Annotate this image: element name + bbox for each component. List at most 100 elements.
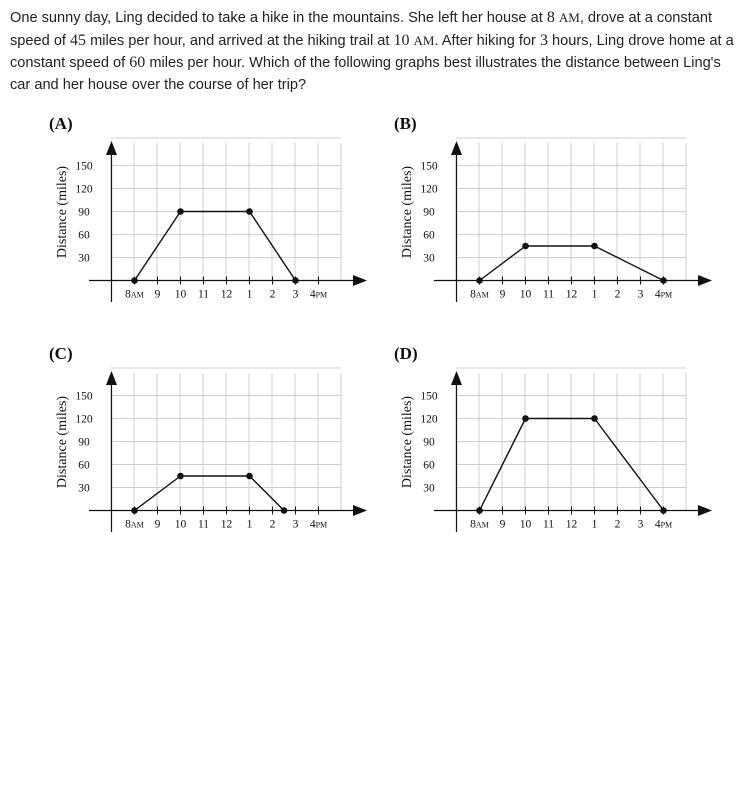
x-tick-label: 4PM [310, 519, 327, 531]
x-tick-label: 1 [592, 519, 598, 531]
question-text: One sunny day, Ling decided to take a hi… [10, 7, 738, 96]
y-axis-arrow [451, 141, 462, 155]
panel-label: (B) [394, 114, 417, 133]
question-number: 8 [546, 9, 555, 26]
y-tick-label: 90 [423, 207, 435, 219]
x-tick-label: 11 [198, 289, 209, 301]
x-tick-label: 2 [270, 289, 276, 301]
y-axis-title: Distance (miles) [400, 166, 415, 258]
data-point [476, 507, 483, 514]
question-number: 60 [129, 54, 146, 71]
x-tick-label: 9 [155, 289, 161, 301]
question-text-part: . After hiking for [434, 32, 540, 49]
y-tick-label: 120 [75, 414, 93, 426]
series-line-segment [594, 245, 664, 282]
data-point [246, 472, 253, 480]
y-tick-label: 30 [78, 253, 90, 265]
x-tick-label: 2 [615, 289, 621, 301]
data-point [522, 415, 529, 422]
x-tick-label: 10 [175, 289, 187, 301]
y-tick-label: 120 [420, 414, 438, 426]
x-tick-label: 1 [247, 289, 253, 301]
series-line-segment [249, 475, 285, 511]
x-axis-arrow [353, 505, 367, 516]
data-point [522, 242, 529, 250]
x-tick-label: 12 [566, 289, 578, 301]
graph-panel-d[interactable]: 8AM 9 10 11 12 1 2 3 4PM 30 60 90 120 150 (D) Distance … [390, 340, 712, 540]
data-point [660, 277, 667, 284]
data-point [292, 277, 299, 284]
x-tick-label: 3 [293, 519, 299, 531]
x-tick-label: 4PM [310, 289, 327, 301]
x-tick-label: 9 [500, 289, 506, 301]
question-text-part: hours, Ling drove home at a constant spe… [10, 32, 734, 72]
y-tick-label: 30 [423, 483, 435, 495]
panel-label: (D) [394, 344, 418, 363]
y-tick-label: 60 [78, 460, 90, 472]
gridlines [110, 367, 342, 511]
graph-panel-b[interactable]: 8AM 9 10 11 12 1 2 3 4PM 30 60 90 120 150 (B) Distance … [390, 110, 712, 310]
gridlines [455, 137, 687, 281]
x-tick-label: 4PM [655, 519, 672, 531]
x-tick-label: 2 [615, 519, 621, 531]
series-line-segment [479, 245, 526, 282]
series-line-segment [593, 418, 665, 511]
y-axis-arrow [106, 371, 117, 385]
y-axis-title: Distance (miles) [55, 396, 70, 488]
x-tick-label: 1 [247, 519, 253, 531]
question-number: 45 [70, 31, 87, 49]
question-number: 3 [539, 31, 548, 49]
y-tick-label: 150 [75, 391, 93, 403]
panel-label: (C) [49, 344, 73, 363]
x-axis-arrow [353, 275, 367, 286]
x-tick-label: 3 [638, 519, 644, 531]
question-unit: AM [558, 10, 580, 25]
question-number: 10 [393, 31, 410, 49]
x-tick-label: 8AM [470, 289, 489, 301]
x-tick-label: 11 [543, 289, 554, 301]
data-point [177, 472, 184, 480]
y-tick-label: 90 [78, 207, 90, 219]
x-tick-label: 8AM [125, 289, 144, 301]
panel-label: (A) [49, 114, 73, 133]
question-text-part: One sunny day, Ling decided to take a hi… [10, 10, 547, 26]
question-text-part: miles per hour. Which of the following g… [10, 55, 721, 93]
y-axis-arrow [451, 371, 462, 385]
series-line-segment [134, 475, 181, 512]
y-tick-label: 30 [78, 483, 90, 495]
data-point [660, 507, 667, 514]
y-axis-title: Distance (miles) [55, 166, 70, 258]
y-tick-label: 120 [420, 184, 438, 196]
graph-panel-a[interactable]: 8AM 9 10 11 12 1 2 3 4PM 30 60 90 120 150 (A) Distance … [45, 110, 367, 310]
data-point [591, 242, 598, 250]
y-axis-arrow [106, 141, 117, 155]
y-tick-label: 150 [420, 391, 438, 403]
x-tick-label: 11 [198, 519, 209, 531]
question-unit: AM [413, 32, 435, 48]
chart-svg: 8AM 9 10 11 12 1 2 3 4PM306090120150(A)Distance … [49, 114, 367, 302]
x-tick-label: 1 [592, 289, 598, 301]
x-tick-label: 3 [293, 289, 299, 301]
data-point [591, 415, 598, 422]
y-tick-label: 60 [423, 230, 435, 242]
y-tick-label: 120 [75, 184, 93, 196]
x-tick-label: 3 [638, 289, 644, 301]
series-line-segment [133, 211, 182, 281]
x-tick-label: 12 [566, 519, 578, 531]
data-point [131, 277, 138, 284]
y-tick-label: 150 [420, 161, 438, 173]
graph-panel-c[interactable]: 8AM 9 10 11 12 1 2 3 4PM 30 60 90 120 150 (C) Distance … [45, 340, 367, 540]
question-text-part: miles per hour, and arrived at the hikin… [86, 32, 394, 49]
x-tick-label: 9 [500, 519, 506, 531]
x-axis-arrow [698, 505, 712, 516]
y-tick-label: 90 [78, 437, 90, 449]
series-line-segment [478, 418, 527, 511]
y-axis-title: Distance (miles) [400, 396, 415, 488]
x-tick-label: 10 [175, 519, 187, 531]
y-tick-label: 90 [423, 437, 435, 449]
chart-svg: 8AM 9 10 11 12 1 2 3 4PM306090120150(D)Distance … [394, 344, 712, 532]
x-tick-label: 11 [543, 519, 554, 531]
data-point [476, 277, 483, 284]
question-text-part: , drove at a constant speed of [10, 10, 713, 49]
x-tick-label: 12 [221, 289, 233, 301]
